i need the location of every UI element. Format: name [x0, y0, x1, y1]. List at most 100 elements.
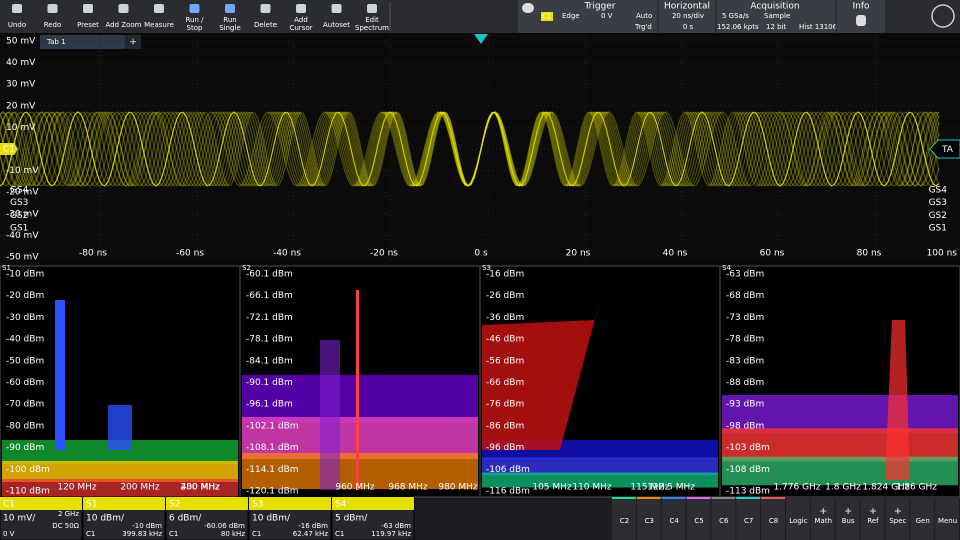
y-tick-label: -84.1 dBm — [246, 356, 293, 366]
trigger-type: Edge — [562, 12, 580, 20]
color-strip — [636, 497, 661, 499]
toolbar-label: Edit Spectrum — [355, 16, 389, 32]
channel-rbw: 80 kHz — [221, 530, 245, 538]
side-button[interactable] — [885, 497, 910, 540]
y-tick-label: -93 dBm — [726, 400, 764, 410]
side-button[interactable] — [612, 497, 636, 540]
toolbar-label: Redo — [44, 21, 62, 29]
side-button[interactable] — [935, 497, 959, 540]
button-icon — [296, 4, 306, 13]
gate-label: GS3 — [10, 198, 28, 208]
y-tick-label: -103 dBm — [726, 443, 770, 453]
side-button-label: C8 — [769, 517, 778, 525]
y-tick-label: -40 dBm — [6, 335, 44, 345]
noise-band — [722, 456, 958, 486]
acq-mode: Sample — [764, 12, 790, 20]
y-tick-label: -10 dBm — [6, 270, 44, 280]
side-button[interactable] — [860, 497, 885, 540]
y-tick-label: -100 dBm — [6, 465, 50, 475]
gate-label: GS3 — [929, 198, 947, 208]
channel-name: S2 — [169, 500, 180, 510]
side-button[interactable] — [736, 497, 761, 540]
x-tick-label: 1.86 GHz — [896, 483, 938, 493]
channel-source: C1 — [335, 530, 344, 538]
color-strip — [736, 497, 761, 499]
resolution: 12 bit — [766, 23, 787, 31]
x-tick-label: 60 ns — [760, 249, 785, 259]
x-tick-label: 400 MHz — [181, 483, 221, 493]
channel-info: -10 dBm — [132, 522, 162, 530]
x-tick-label: 80 ns — [857, 249, 882, 259]
noise-band — [2, 479, 238, 497]
y-tick-label: -102.1 dBm — [246, 421, 299, 431]
side-button-label: C4 — [669, 517, 679, 525]
x-tick-label: -60 ns — [176, 249, 204, 259]
y-tick-label: -80 dBm — [6, 421, 44, 431]
y-tick-label: -113 dBm — [726, 487, 770, 497]
x-tick-label: 0 s — [474, 249, 488, 259]
y-tick-label: -63 dBm — [726, 270, 764, 280]
y-tick-label: -106 dBm — [486, 465, 530, 475]
y-tick-label: -20 dBm — [6, 291, 44, 301]
y-tick-label: -108 dBm — [726, 465, 770, 475]
y-tick-label: -114.1 dBm — [246, 465, 299, 475]
button-icon — [367, 4, 377, 13]
y-tick-label: -50 mV — [6, 253, 39, 263]
panel-title: Horizontal — [664, 2, 710, 12]
horizontal-position: 0 s — [683, 23, 694, 31]
side-button[interactable] — [810, 497, 835, 540]
waveform — [0, 111, 940, 187]
y-tick-label: 40 mV — [6, 58, 36, 68]
channel-name: S4 — [335, 500, 347, 510]
channel-header — [0, 497, 82, 510]
side-button-label: Spec — [889, 517, 906, 525]
noise-band — [482, 472, 718, 488]
settings-panel — [518, 0, 885, 33]
x-tick-label: 1.776 GHz — [773, 483, 820, 493]
y-tick-label: -108.1 dBm — [246, 443, 299, 453]
button-icon — [225, 4, 235, 13]
x-tick-label: 968 MHz — [388, 483, 428, 493]
spur — [55, 300, 65, 450]
side-button[interactable] — [711, 497, 736, 540]
y-tick-label: -36 dBm — [486, 313, 524, 323]
channel-header — [249, 497, 331, 510]
trigger-pointer — [474, 34, 488, 44]
x-tick-label: 122.5 MHz — [647, 483, 695, 493]
color-strip — [612, 497, 636, 499]
channel-source: C1 — [86, 530, 95, 538]
y-tick-label: -78 dBm — [726, 335, 764, 345]
side-button[interactable] — [835, 497, 860, 540]
toolbar-label: Run / Stop — [185, 16, 204, 32]
y-tick-label: -46 dBm — [486, 335, 524, 345]
tab[interactable] — [40, 35, 125, 49]
channel-name: S1 — [86, 500, 97, 510]
side-button[interactable] — [910, 497, 935, 540]
side-button[interactable] — [761, 497, 785, 540]
add-tab[interactable] — [125, 35, 141, 49]
button-icon — [260, 4, 271, 13]
side-button-label: Ref — [867, 517, 879, 525]
channel-header — [332, 497, 414, 510]
trigger-state: Trg'd — [634, 23, 652, 31]
trigger-mode: Auto — [636, 12, 652, 20]
waveform — [0, 111, 940, 187]
side-button[interactable] — [636, 497, 661, 540]
y-tick-label: -60.1 dBm — [246, 270, 293, 280]
side-button-label: C2 — [620, 517, 629, 525]
channel-info: -16 dBm — [298, 522, 328, 530]
color-strip — [761, 497, 785, 499]
x-tick-label: 20 ns — [566, 249, 591, 259]
side-button-label: Math — [815, 517, 833, 525]
toolbar-label: Add Cursor — [289, 16, 312, 32]
waveform — [0, 111, 940, 187]
side-button[interactable] — [686, 497, 711, 540]
side-button-label: Menu — [938, 517, 957, 525]
channel-rbw: 62.47 kHz — [293, 530, 329, 538]
channel-label: C1 — [3, 145, 15, 155]
noise-band — [242, 375, 478, 423]
side-button-label: C7 — [744, 517, 753, 525]
side-button[interactable] — [661, 497, 686, 540]
side-button[interactable] — [786, 497, 810, 540]
